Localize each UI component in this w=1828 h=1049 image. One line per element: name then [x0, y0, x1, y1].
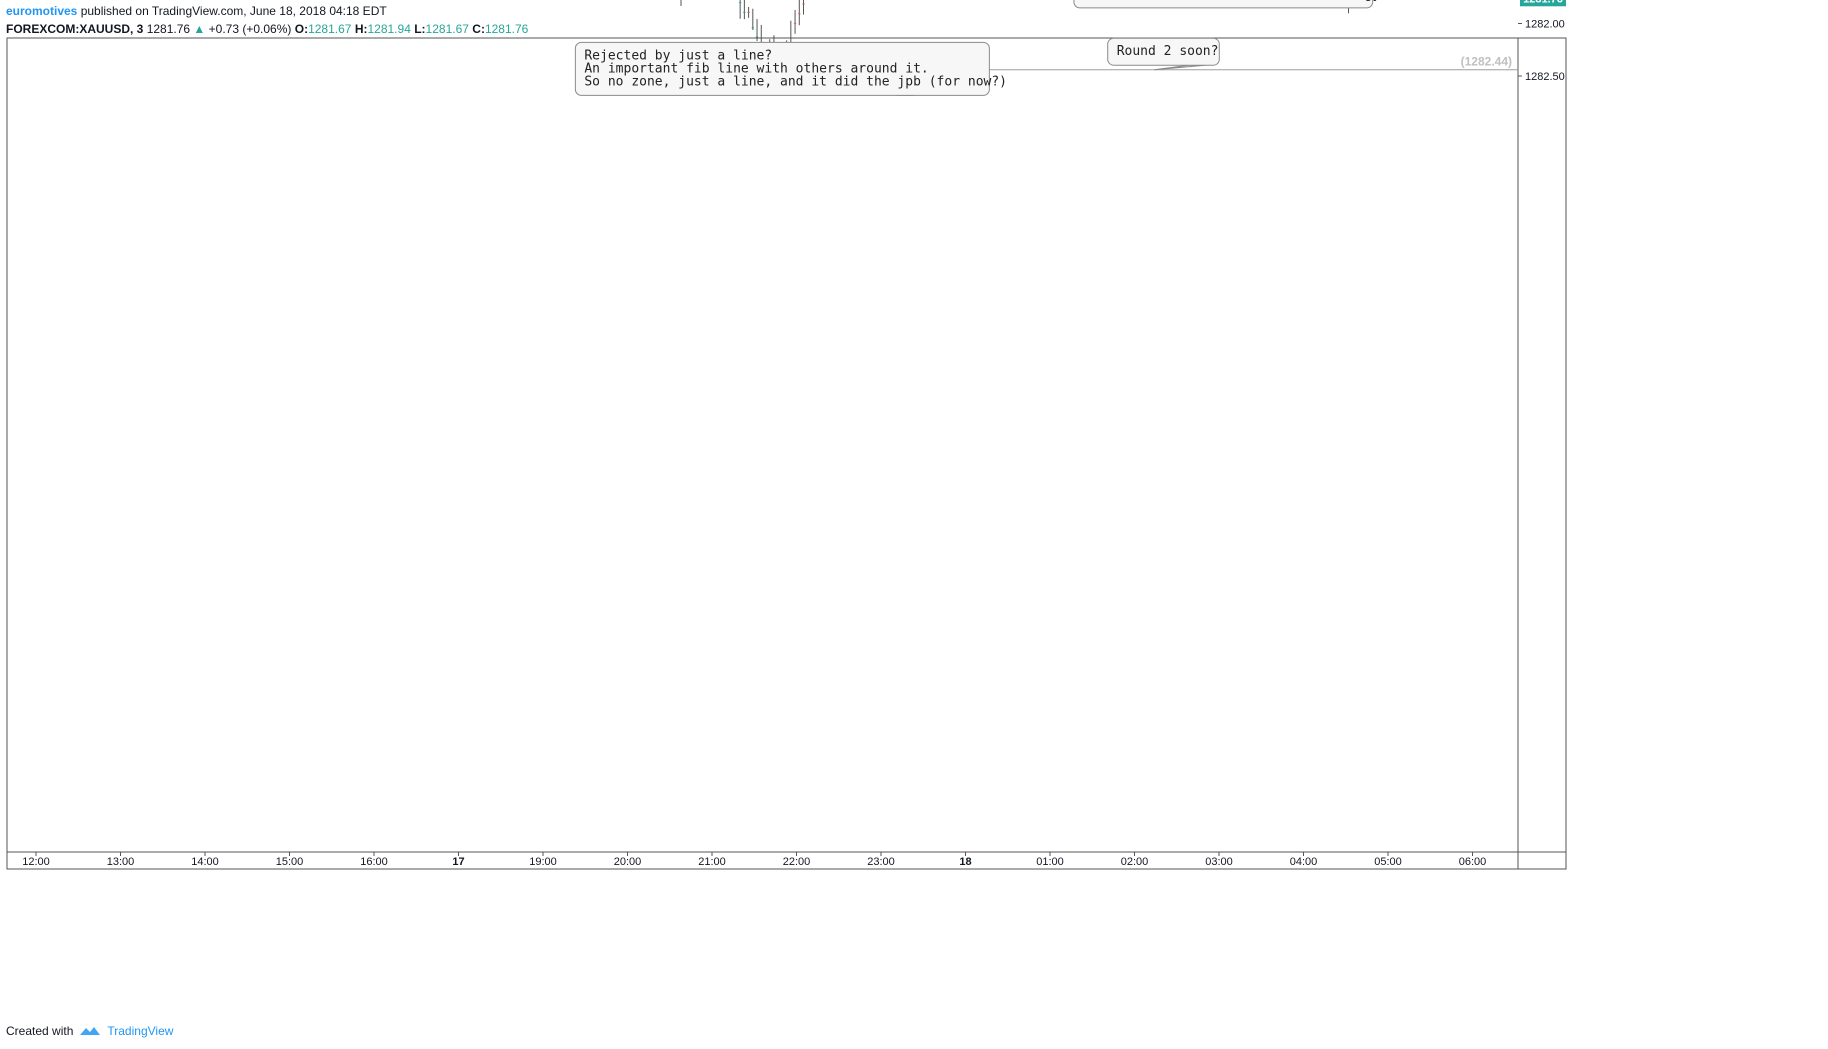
- candle: [747, 7, 750, 18]
- callout-box: [1107, 37, 1220, 66]
- tradingview-logo-icon: [80, 1027, 101, 1035]
- last-price-tag: [1520, 0, 1566, 7]
- last-price: 1281.76: [146, 22, 191, 36]
- candle: [793, 9, 797, 34]
- low-label: L:: [414, 22, 426, 36]
- callout-box: [574, 41, 990, 96]
- candle: [798, 0, 801, 26]
- time-tick-label: 17: [452, 856, 464, 868]
- time-tick-label: 03:00: [1205, 856, 1233, 868]
- time-tick-label: 16:00: [360, 856, 388, 868]
- callout-text: Rejected by just a line?: [584, 48, 772, 63]
- callout-text: So no zone, just a line, and it did the …: [584, 74, 1007, 89]
- time-tick-label: 06:00: [1459, 856, 1487, 868]
- candle: [738, 0, 742, 19]
- publish-info: euromotives published on TradingView.com…: [6, 4, 387, 18]
- fib-level-label: (1282.44): [1461, 55, 1512, 69]
- candle-body: [738, 2, 742, 4]
- time-tick-label: 21:00: [698, 856, 726, 868]
- callout-pointer: [1154, 64, 1206, 71]
- time-tick-label: 18: [959, 856, 971, 868]
- annotation-callout: Now trying to push out of this zone.The …: [1073, 0, 1388, 9]
- callout-text: An important fib line with others around…: [584, 61, 928, 76]
- author-link[interactable]: euromotives: [6, 4, 78, 18]
- chart-frame: [6, 37, 1567, 870]
- time-tick-label: 01:00: [1036, 856, 1064, 868]
- candle-body: [751, 27, 754, 29]
- time-tick-label: 04:00: [1290, 856, 1318, 868]
- footer: Created with TradingView: [6, 1024, 173, 1038]
- time-tick-label: 19:00: [529, 856, 557, 868]
- annotation-callout: Round 2 soon?: [1107, 37, 1220, 71]
- candle-body: [793, 22, 797, 24]
- high-value: 1281.94: [367, 22, 411, 36]
- candle: [755, 19, 759, 42]
- callout-text: The darker bottom half had more energy.: [1083, 0, 1388, 2]
- time-tick-label: 13:00: [107, 856, 135, 868]
- open-value: 1281.67: [308, 22, 352, 36]
- time-tick-label: 20:00: [614, 856, 642, 868]
- candle: [680, 0, 682, 7]
- time-tick-label: 22:00: [783, 856, 811, 868]
- candle-body: [747, 11, 750, 13]
- time-tick-label: 02:00: [1121, 856, 1149, 868]
- time-tick-label: 05:00: [1374, 856, 1402, 868]
- time-tick-label: 14:00: [191, 856, 219, 868]
- time-tick-label: 12:00: [22, 856, 50, 868]
- created-with-text: Created with: [6, 1024, 74, 1038]
- candle-body: [798, 13, 801, 15]
- published-text: published on TradingView.com, June 18, 2…: [80, 4, 387, 18]
- candle: [751, 8, 754, 31]
- triangle-up-icon: ▲: [193, 22, 206, 36]
- annotation-callout: Rejected by just a line?An important fib…: [574, 41, 1007, 96]
- candle-body: [743, 11, 746, 13]
- candle: [743, 0, 746, 20]
- high-label: H:: [354, 22, 368, 36]
- time-tick-label: 23:00: [867, 856, 895, 868]
- close-label: C:: [472, 22, 485, 36]
- symbol-name[interactable]: FOREXCOM:XAUUSD, 3: [6, 22, 144, 36]
- candle: [802, 0, 805, 15]
- close-value: 1281.76: [484, 22, 529, 36]
- candle-body: [802, 3, 805, 5]
- callout-box: [1073, 0, 1374, 9]
- price-tick-label: 1282.50: [1525, 71, 1565, 83]
- low-value: 1281.67: [425, 22, 469, 36]
- price-tick-label: 1282.00: [1525, 19, 1565, 31]
- symbol-legend: FOREXCOM:XAUUSD, 3 1281.76 ▲ +0.73 (+0.0…: [6, 22, 528, 36]
- last-price-tag-label: 1281.76: [1523, 0, 1563, 5]
- tradingview-brand-link[interactable]: TradingView: [107, 1024, 174, 1038]
- callout-text: Round 2 soon?: [1117, 44, 1219, 59]
- open-label: O:: [294, 22, 309, 36]
- time-tick-label: 15:00: [276, 856, 304, 868]
- price-change: +0.73 (+0.06%): [208, 22, 292, 36]
- candle-body: [755, 36, 759, 38]
